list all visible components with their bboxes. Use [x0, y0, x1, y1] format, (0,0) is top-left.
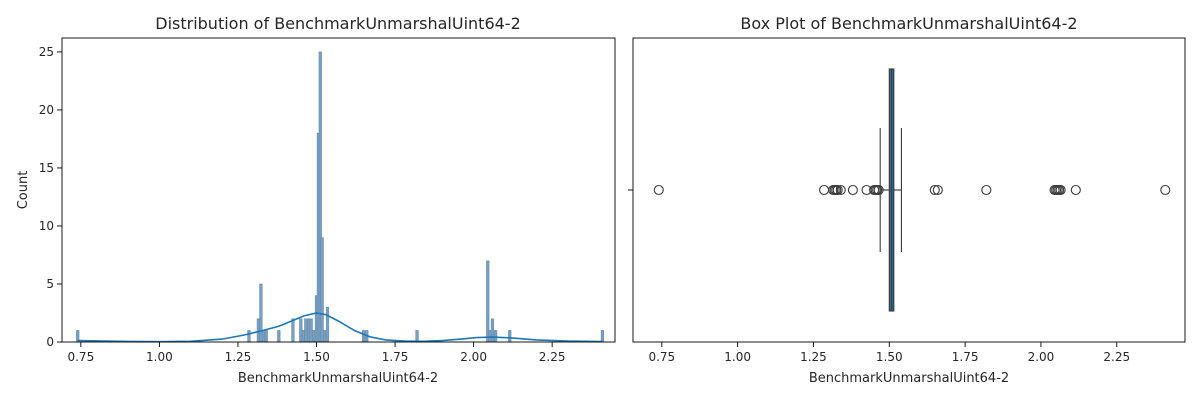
histogram-bar	[291, 318, 295, 343]
boxplot-x-tick-label: 2.00	[1028, 350, 1055, 364]
histogram-x-tick-label: 0.75	[67, 350, 94, 364]
boxplot-title: Box Plot of BenchmarkUnmarshalUint64-2	[740, 14, 1077, 33]
boxplot-flier	[653, 184, 664, 196]
histogram-bar	[362, 330, 366, 343]
histogram-y-tick-label: 10	[39, 219, 54, 233]
histogram-bar	[261, 330, 265, 343]
boxplot-x-tick-label: 1.75	[952, 350, 979, 364]
histogram-bar	[486, 260, 490, 343]
histogram-bar	[312, 330, 316, 343]
boxplot-x-axis-label: BenchmarkUnmarshalUint64-2	[809, 371, 1009, 386]
boxplot-flier	[847, 184, 858, 196]
histogram-x-tick-label: 1.50	[303, 350, 330, 364]
boxplot-panel: Box Plot of BenchmarkUnmarshalUint64-2 0…	[628, 14, 1186, 386]
histogram-bar	[600, 330, 605, 343]
boxplot-flier	[929, 184, 940, 196]
histogram-y-tick-label: 5	[46, 277, 54, 291]
boxplot-flier	[835, 184, 846, 196]
histogram-x-tick-label: 1.00	[146, 350, 173, 364]
histogram-bar	[325, 306, 330, 343]
boxplot-body	[879, 68, 902, 312]
histogram-bar	[508, 330, 512, 343]
boxplot-axes-frame	[632, 37, 1186, 343]
histogram-bar	[415, 330, 419, 343]
histogram-y-tick-label: 0	[46, 335, 54, 349]
histogram-bar	[494, 330, 498, 343]
histogram-bar	[277, 330, 281, 343]
histogram-y-tick-label: 15	[39, 161, 54, 175]
histogram-bar	[490, 318, 495, 343]
boxplot-flier	[832, 184, 843, 196]
histogram-title: Distribution of BenchmarkUnmarshalUint64…	[155, 14, 521, 33]
histogram-x-tick-label: 1.25	[225, 350, 252, 364]
histogram-bar	[320, 237, 324, 343]
histogram-x-tick-label: 1.75	[382, 350, 409, 364]
histogram-bar	[247, 330, 251, 343]
histogram-x-tick-label: 2.00	[460, 350, 487, 364]
boxplot-x-tick-label: 2.25	[1103, 350, 1130, 364]
boxplot-flier	[932, 184, 943, 196]
boxplot-flier	[1160, 184, 1171, 196]
histogram-bar	[304, 318, 308, 343]
histogram-y-tick-label: 20	[39, 103, 54, 117]
histogram-y-tick-label: 25	[39, 45, 54, 59]
histogram-bar	[323, 330, 327, 343]
histogram-y-axis-label: Count	[16, 171, 31, 210]
boxplot-x-ticks: 0.75 1.00 1.25 1.50 1.75 2.00 2.25	[648, 342, 1130, 364]
histogram-x-axis-label: BenchmarkUnmarshalUint64-2	[238, 371, 438, 386]
kde-line	[77, 312, 603, 343]
boxplot-flier	[981, 184, 992, 196]
histogram-x-ticks: 0.75 1.00 1.25 1.50 1.75 2.00 2.25	[67, 342, 566, 364]
histogram-bar	[264, 330, 268, 343]
boxplot-flier	[1070, 184, 1081, 196]
boxplot-x-tick-label: 1.25	[800, 350, 827, 364]
histogram-bars	[76, 51, 605, 343]
boxplot-x-tick-label: 1.00	[724, 350, 751, 364]
histogram-x-tick-label: 2.25	[539, 350, 566, 364]
boxplot-flier	[1055, 184, 1066, 196]
histogram-y-ticks: 0 5 10 15 20 25	[39, 45, 62, 349]
boxplot-x-tick-label: 1.50	[876, 350, 903, 364]
boxplot-x-tick-label: 0.75	[648, 350, 675, 364]
histogram-axes-frame	[61, 37, 616, 343]
boxplot-flier	[819, 184, 830, 196]
histogram-panel: Distribution of BenchmarkUnmarshalUint64…	[16, 14, 616, 386]
boxplot-fliers	[653, 184, 1171, 196]
